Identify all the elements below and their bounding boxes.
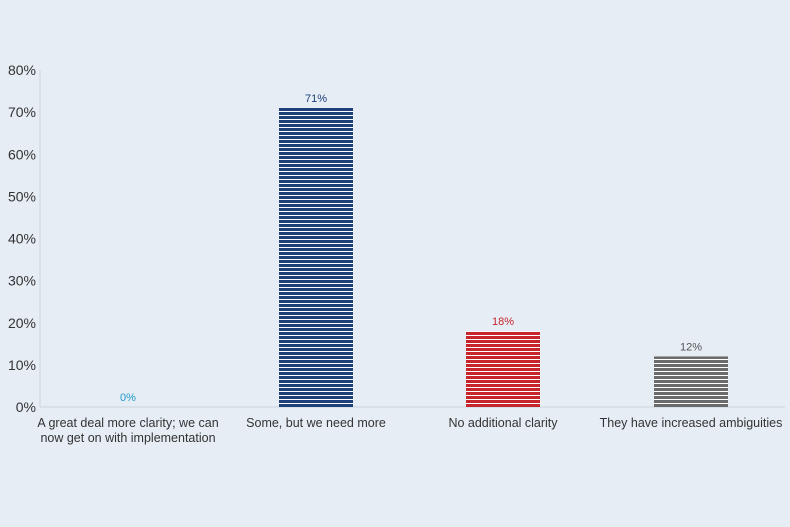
category-label: No additional clarity bbox=[448, 416, 558, 430]
y-tick-label: 0% bbox=[16, 399, 36, 415]
category-labels: A great deal more clarity; we can now get… bbox=[37, 416, 782, 445]
data-label: 18% bbox=[492, 316, 514, 328]
data-label: 12% bbox=[680, 341, 702, 353]
value-labels: 0% 71% 18% 12% bbox=[120, 93, 702, 404]
category-label: They have increased ambiguities bbox=[600, 416, 783, 430]
category-label: Some, but we need more bbox=[246, 416, 386, 430]
y-tick-label: 40% bbox=[8, 231, 36, 247]
category-label: A great deal more clarity; we can now get… bbox=[37, 416, 218, 445]
y-tick-label: 20% bbox=[8, 315, 36, 331]
y-tick-label: 10% bbox=[8, 357, 36, 373]
y-tick-label: 80% bbox=[8, 62, 36, 78]
y-axis-ticks: 0% 10% 20% 30% 40% 50% 60% 70% 80% bbox=[8, 62, 36, 415]
bar bbox=[466, 331, 540, 407]
bar bbox=[654, 356, 728, 407]
data-label: 0% bbox=[120, 392, 136, 404]
y-tick-label: 50% bbox=[8, 188, 36, 204]
y-tick-label: 60% bbox=[8, 146, 36, 162]
data-label: 71% bbox=[305, 93, 327, 105]
y-tick-label: 70% bbox=[8, 104, 36, 120]
bar bbox=[279, 107, 353, 407]
bars bbox=[279, 107, 728, 407]
y-tick-label: 30% bbox=[8, 273, 36, 289]
